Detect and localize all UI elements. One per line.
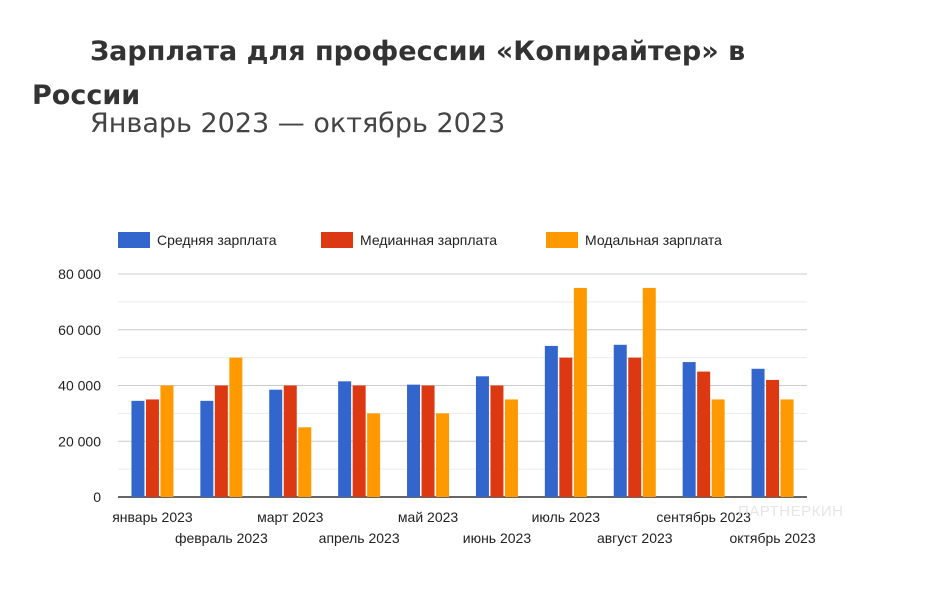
chart-title: Зарплата для профессии «Копирайтер» в Ро… <box>32 36 746 111</box>
bar <box>697 371 711 497</box>
y-tick-label: 20 000 <box>58 433 101 449</box>
legend-label: Медианная зарплата <box>360 232 497 248</box>
x-axis-ticks: январь 2023 февраль 2023 март 2023 апрель 2… <box>112 509 816 546</box>
legend-swatch <box>118 232 150 248</box>
bar <box>298 427 312 497</box>
bar <box>269 389 283 497</box>
bar <box>642 287 656 497</box>
x-tick-label: октябрь 2023 <box>729 530 815 546</box>
x-tick-label: январь 2023 <box>112 509 193 525</box>
legend-swatch <box>546 232 578 248</box>
bar <box>766 379 780 497</box>
bar <box>544 345 558 497</box>
bar <box>214 385 228 497</box>
x-tick-label: апрель 2023 <box>319 530 400 546</box>
bar <box>475 376 489 497</box>
bar <box>628 357 642 497</box>
x-tick-label: июнь 2023 <box>463 530 532 546</box>
bar <box>131 400 145 497</box>
bar <box>229 357 243 497</box>
bar <box>283 385 297 497</box>
bar <box>200 400 214 497</box>
bar <box>421 385 435 497</box>
y-tick-label: 80 000 <box>58 266 101 282</box>
x-tick-label: август 2023 <box>597 530 673 546</box>
bar <box>613 344 627 497</box>
bar <box>338 381 352 497</box>
legend: Средняя зарплата Медианная зарплата Модаль… <box>118 232 722 248</box>
x-tick-label: июль 2023 <box>532 509 601 525</box>
bar <box>367 413 381 497</box>
bar <box>559 357 573 497</box>
bar <box>504 399 518 497</box>
y-tick-label: 40 000 <box>58 378 101 394</box>
x-tick-label: сентябрь 2023 <box>656 509 751 525</box>
chart-subtitle: Январь 2023 — октябрь 2023 <box>90 108 506 139</box>
y-axis-ticks: 0 20 000 40 000 60 000 80 000 <box>58 266 101 505</box>
bar <box>682 362 696 497</box>
legend-label: Модальная зарплата <box>585 232 722 248</box>
x-tick-label: май 2023 <box>398 509 458 525</box>
bar <box>160 385 174 497</box>
legend-swatch <box>321 232 353 248</box>
bar <box>490 385 504 497</box>
legend-label: Средняя зарплата <box>157 232 277 248</box>
bar <box>352 385 366 497</box>
x-tick-label: февраль 2023 <box>175 530 268 546</box>
x-tick-label: март 2023 <box>257 509 324 525</box>
y-tick-label: 60 000 <box>58 322 101 338</box>
y-tick-label: 0 <box>93 489 101 505</box>
bar <box>436 413 450 497</box>
bar <box>751 368 765 497</box>
bar <box>573 287 587 497</box>
bar <box>407 384 421 497</box>
bar <box>145 399 159 497</box>
bars <box>131 287 794 497</box>
bar <box>780 399 794 497</box>
bar <box>711 399 725 497</box>
watermark: ПАРТНЕРКИН <box>738 503 844 520</box>
